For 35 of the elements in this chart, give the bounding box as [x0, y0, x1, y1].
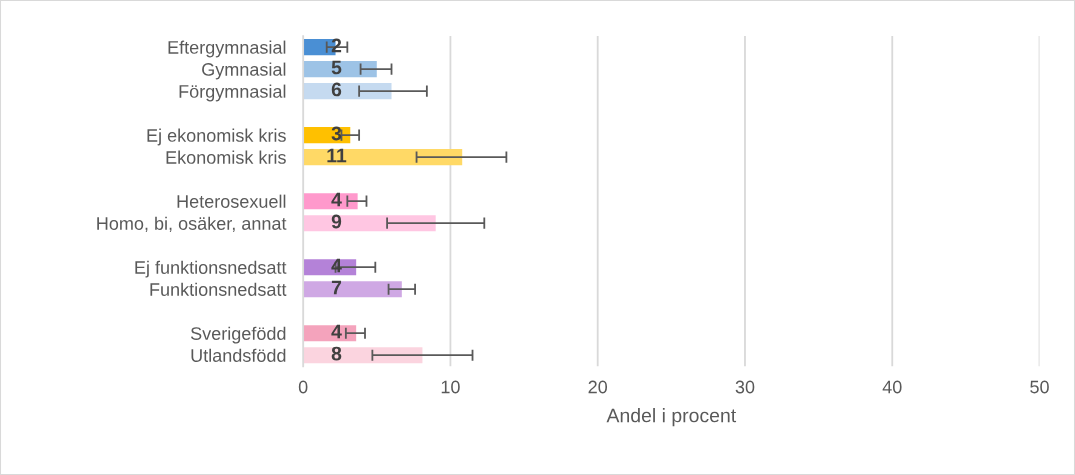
data-label: 5 — [331, 60, 342, 75]
x-tick-label: 20 — [588, 380, 608, 394]
x-tick-label: 50 — [1030, 380, 1049, 394]
y-tick-label: Gymnasial — [202, 62, 286, 80]
data-label: 8 — [331, 346, 342, 361]
x-axis-title: Andel i procent — [606, 408, 737, 427]
y-tick-label: Utlandsfödd — [191, 348, 286, 362]
bar — [303, 215, 436, 232]
y-tick-label: Förgymnasial — [179, 84, 286, 102]
y-tick-label: Eftergymnasial — [168, 40, 286, 58]
bar — [303, 193, 358, 210]
x-tick-label: 10 — [441, 380, 460, 394]
data-label: 3 — [331, 126, 342, 141]
y-tick-label: Sverigefödd — [190, 326, 286, 344]
data-label: 7 — [331, 280, 342, 295]
bar — [303, 281, 402, 298]
x-tick-label: 40 — [882, 380, 902, 394]
y-tick-label: Ekonomisk kris — [166, 150, 286, 164]
data-label: 6 — [331, 82, 342, 97]
bar — [303, 347, 423, 364]
y-tick-label: Ej ekonomisk kris — [147, 128, 286, 146]
data-label: 4 — [331, 192, 342, 207]
data-label: 11 — [327, 148, 347, 163]
x-tick-label: 0 — [298, 380, 308, 394]
y-tick-label: Homo, bi, osäker, annat — [97, 216, 287, 233]
bar — [303, 149, 463, 166]
data-label: 2 — [331, 38, 342, 53]
data-label: 9 — [331, 214, 342, 229]
y-tick-label: Funktionsnedsatt — [150, 282, 287, 296]
data-label: 4 — [331, 324, 342, 339]
x-tick-label: 30 — [735, 380, 755, 394]
bar — [303, 83, 392, 100]
y-tick-label: Ej funktionsnedsatt — [135, 260, 287, 278]
y-tick-label: Heterosexuell — [177, 194, 286, 208]
bar — [303, 61, 377, 78]
